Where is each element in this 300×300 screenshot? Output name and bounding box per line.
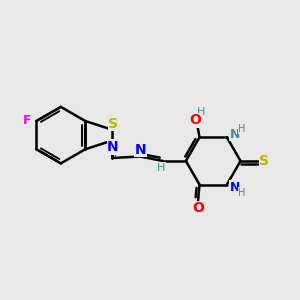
Text: S: S [259,154,269,168]
Text: H: H [238,124,245,134]
Text: H: H [238,188,245,198]
Text: H: H [157,163,165,173]
Text: O: O [189,113,201,127]
Text: N: N [107,140,119,154]
Text: F: F [23,114,32,127]
Text: N: N [230,181,240,194]
Text: O: O [192,201,204,215]
Text: N: N [230,128,240,141]
Text: H: H [197,107,205,117]
Text: N: N [135,143,146,157]
Text: S: S [108,117,118,131]
